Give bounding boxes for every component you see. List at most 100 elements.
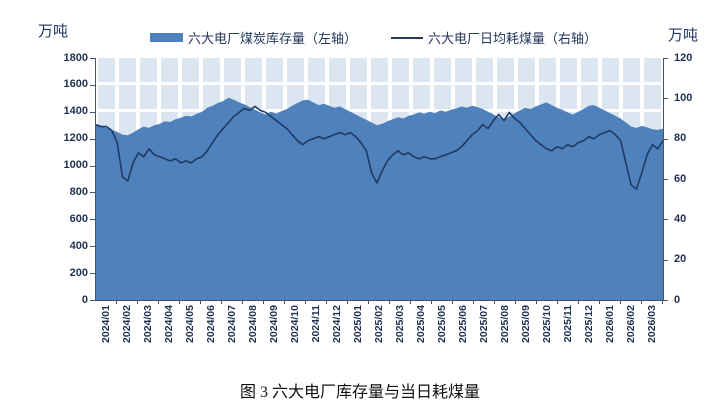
left-axis-tick-label: 1600 (63, 78, 88, 91)
x-axis-tick (494, 301, 495, 304)
x-axis-tick (221, 301, 222, 304)
right-axis-tick-label: 120 (674, 51, 693, 64)
left-axis-tick-label: 800 (69, 185, 88, 198)
x-axis-tick (284, 301, 285, 304)
x-axis-tick-label: 2025/10 (541, 305, 553, 343)
left-axis-tick-label: 200 (69, 266, 88, 279)
x-axis-tick-label: 2024/01 (100, 305, 112, 343)
x-axis-tick (242, 301, 243, 304)
left-axis-tick-label: 1800 (63, 51, 88, 64)
x-axis-tick-label: 2024/04 (163, 305, 175, 343)
right-axis-tick (663, 300, 668, 301)
x-axis-tick-label: 2025/09 (520, 305, 532, 343)
x-axis-tick-label: 2025/02 (373, 305, 385, 343)
left-axis-tick (90, 165, 95, 167)
x-axis-tick-label: 2025/11 (562, 305, 574, 343)
x-axis-tick-label: 2026/02 (625, 305, 637, 343)
x-axis-tick (557, 301, 558, 304)
x-axis-tick-label: 2025/04 (415, 305, 427, 343)
plot-area (95, 58, 664, 301)
right-axis-tick (663, 259, 668, 261)
x-axis-tick (263, 301, 264, 304)
x-axis-tick (599, 301, 600, 304)
x-axis-tick-label: 2025/08 (499, 305, 511, 343)
right-axis-tick-label: 40 (674, 212, 687, 225)
x-axis-tick-label: 2024/03 (142, 305, 154, 343)
inventory-area-series (96, 97, 663, 300)
x-axis-tick-label: 2024/08 (247, 305, 259, 343)
right-axis-tick (663, 138, 668, 140)
x-axis-tick-label: 2024/09 (268, 305, 280, 343)
x-axis-tick (200, 301, 201, 304)
left-axis-unit-label: 万吨 (38, 23, 69, 40)
bar-swatch-icon (150, 33, 183, 42)
x-axis-tick-label: 2024/06 (205, 305, 217, 343)
x-axis-tick-label: 2026/01 (604, 305, 616, 343)
x-axis-tick-label: 2025/07 (478, 305, 490, 343)
left-axis-tick (90, 138, 95, 140)
x-axis-tick (305, 301, 306, 304)
x-axis-tick-label: 2024/12 (331, 305, 343, 343)
x-axis-tick-label: 2025/06 (457, 305, 469, 343)
right-axis-tick-label: 60 (674, 172, 687, 185)
x-axis-tick (137, 301, 138, 304)
x-axis-tick-label: 2024/05 (184, 305, 196, 343)
x-axis-tick (536, 301, 537, 304)
x-axis-tick (578, 301, 579, 304)
x-axis-tick-label: 2025/01 (352, 305, 364, 343)
left-axis-tick (90, 273, 95, 275)
right-axis-tick-label: 20 (674, 253, 687, 266)
line-swatch-icon (391, 36, 424, 39)
legend-item-inventory: 六大电厂煤炭库存量（左轴） (150, 28, 357, 47)
x-axis-tick (662, 301, 663, 304)
left-axis-tick (90, 84, 95, 86)
x-axis-tick (368, 301, 369, 304)
left-axis-tick-label: 600 (69, 212, 88, 225)
left-axis-tick (90, 192, 95, 194)
right-axis-tick (663, 219, 668, 221)
right-axis-tick (663, 58, 668, 59)
x-axis-tick (158, 301, 159, 304)
right-axis-tick-label: 0 (674, 293, 681, 306)
consumption-line-series (96, 105, 663, 190)
x-axis-tick-label: 2024/11 (310, 305, 322, 343)
x-axis-tick (179, 301, 180, 304)
legend: 六大电厂煤炭库存量（左轴） 六大电厂日均耗煤量（右轴） (150, 28, 597, 47)
x-axis-tick (431, 301, 432, 304)
left-axis-tick-label: 1400 (63, 105, 88, 118)
legend-item-consumption: 六大电厂日均耗煤量（右轴） (391, 28, 597, 47)
left-axis-tick (90, 246, 95, 248)
x-axis-tick-label: 2026/03 (646, 305, 658, 343)
left-axis-tick-label: 1200 (63, 132, 88, 145)
right-axis-tick (663, 98, 668, 100)
x-axis-tick (347, 301, 348, 304)
x-axis-tick (473, 301, 474, 304)
left-axis-tick (90, 111, 95, 113)
legend-label-consumption: 六大电厂日均耗煤量（右轴） (428, 31, 598, 46)
left-axis-tick (90, 219, 95, 221)
x-axis-tick (515, 301, 516, 304)
x-axis-tick-label: 2024/07 (226, 305, 238, 343)
x-axis-tick-label: 2025/05 (436, 305, 448, 343)
x-axis-tick (116, 301, 117, 304)
right-axis-unit-label: 万吨 (668, 27, 699, 44)
x-axis-tick (641, 301, 642, 304)
left-axis-tick (90, 58, 95, 59)
x-axis-tick-label: 2024/10 (289, 305, 301, 343)
x-axis-tick-label: 2025/12 (583, 305, 595, 343)
right-axis-tick-label: 100 (674, 91, 693, 104)
chart-canvas (96, 97, 663, 300)
legend-label-inventory: 六大电厂煤炭库存量（左轴） (188, 31, 358, 46)
left-axis-tick (90, 300, 95, 301)
x-axis-tick (389, 301, 390, 304)
left-axis-tick-label: 400 (69, 239, 88, 252)
left-axis-tick-label: 1000 (63, 159, 88, 172)
right-axis-tick (663, 179, 668, 180)
x-axis-tick (410, 301, 411, 304)
x-axis-tick-label: 2025/03 (394, 305, 406, 343)
figure-caption: 图 3 六大电厂库存量与当日耗煤量 (239, 384, 480, 401)
x-axis-tick (620, 301, 621, 304)
x-axis-tick (326, 301, 327, 304)
right-axis-tick-label: 80 (674, 132, 687, 145)
